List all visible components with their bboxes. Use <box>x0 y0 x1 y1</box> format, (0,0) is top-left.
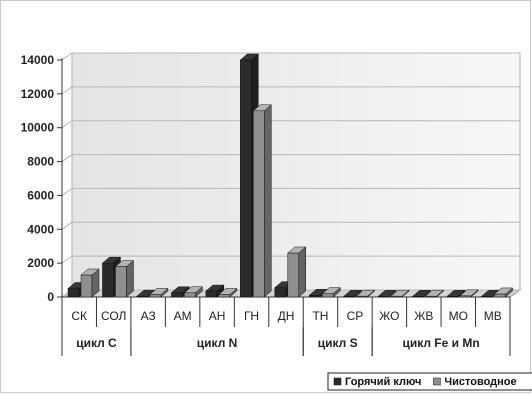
x-category-label: МВ <box>484 309 502 323</box>
gridline-depth <box>61 188 73 196</box>
legend-frame <box>327 372 532 391</box>
x-category-label: АМ <box>174 309 192 323</box>
bar-front <box>67 288 80 298</box>
y-tick-label: 8000 <box>27 155 54 169</box>
bar-Чистоводное <box>356 289 376 298</box>
legend-swatch <box>333 377 342 386</box>
bar-top <box>343 290 363 297</box>
x-category-label: МО <box>449 309 468 323</box>
bar-side <box>126 259 134 298</box>
legend: Горячий ключ Чистоводное <box>327 372 532 391</box>
x-category-label: ЖО <box>379 309 399 323</box>
bar-top <box>170 286 191 294</box>
bar-top <box>446 290 466 297</box>
gridline-depth <box>61 86 73 95</box>
bar-top <box>356 289 376 297</box>
bar-front <box>321 293 334 298</box>
bar-top <box>218 288 238 295</box>
bar-top <box>205 284 225 292</box>
x-category-label: ТН <box>312 309 328 323</box>
bar-top <box>149 288 169 295</box>
bar-Чистоводное <box>183 286 204 298</box>
gridline-depth <box>61 255 73 264</box>
bar-front <box>274 287 287 298</box>
x-group-label: цикл N <box>197 336 238 350</box>
y-tick-label: 10000 <box>21 121 55 135</box>
bar-front <box>149 294 162 298</box>
x-category-label: СК <box>71 309 87 323</box>
bar-top <box>424 289 445 297</box>
bar-top <box>493 287 514 295</box>
y-tick-label: 6000 <box>27 188 54 202</box>
bar-Чистоводное <box>424 289 445 298</box>
x-category-label: СОЛ <box>101 309 126 323</box>
y-tick-label: 4000 <box>27 222 54 236</box>
bar-Чистоводное <box>493 287 514 298</box>
bar-top <box>459 289 479 297</box>
legend-swatch <box>433 377 441 386</box>
bar-top <box>101 256 122 264</box>
bar-front <box>287 252 300 298</box>
y-tick-label: 12000 <box>21 87 55 101</box>
bars <box>67 53 514 298</box>
x-category-label: СР <box>347 309 364 323</box>
bar-Горячий ключ <box>343 289 363 298</box>
bar-Чистоводное <box>390 289 410 298</box>
bar-front <box>218 294 231 298</box>
bar-Чистоводное <box>218 287 238 298</box>
axis-labels: 0 2000 4000 6000 8000 10000 12000 14000 СК СОЛ АЗ А… <box>21 53 502 350</box>
legend-label: Горячий ключ <box>345 376 421 388</box>
bar-Чистоводное <box>149 287 169 298</box>
x-category-label: ЖВ <box>414 309 433 323</box>
bar-Чистоводное <box>252 104 272 298</box>
x-group-label: цикл Fe и Mn <box>402 336 479 350</box>
gridline-depth <box>61 221 73 230</box>
x-group-label: цикл S <box>318 336 358 350</box>
bar-side <box>264 104 272 298</box>
bar-top <box>287 246 307 254</box>
y-tick-label: 2000 <box>27 256 54 270</box>
bar-front <box>205 290 218 298</box>
gridline-depth <box>61 154 73 162</box>
bar-Чистоводное <box>80 268 100 298</box>
x-category-label: ДН <box>278 309 295 323</box>
bar-front <box>240 59 252 298</box>
x-category-label: АН <box>209 309 226 323</box>
legend-box: Горячий ключ Чистоводное <box>327 372 532 391</box>
bar-top <box>183 286 204 294</box>
gridline-depth <box>61 120 73 129</box>
bar-front <box>102 262 114 298</box>
bar-top <box>239 53 259 61</box>
bar-Горячий ключ <box>446 289 466 298</box>
gridline-depth <box>61 52 73 61</box>
bar-front <box>171 292 183 298</box>
bar-top <box>252 104 272 112</box>
bar-front <box>115 266 127 298</box>
bar-Чистоводное <box>321 287 341 298</box>
bar-Чистоводное <box>287 246 307 298</box>
bar-front <box>184 292 196 298</box>
bar-front <box>308 295 321 298</box>
bar-top <box>390 289 410 297</box>
bar-top <box>321 287 341 294</box>
bar-top <box>80 268 100 276</box>
y-tick-label: 0 <box>47 290 54 304</box>
bar-Горячий ключ <box>377 289 397 298</box>
bar-Чистоводное <box>459 289 479 298</box>
bar-front <box>80 274 93 298</box>
bar-top <box>114 260 135 267</box>
bar-Чистоводное <box>114 259 135 298</box>
bar-side <box>298 246 307 298</box>
legend-label: Чистоводное <box>444 376 516 388</box>
x-category-label: ГН <box>244 309 259 323</box>
bar-front <box>253 110 265 298</box>
x-category-label: АЗ <box>141 309 156 323</box>
x-group-label: цикл С <box>76 336 117 350</box>
bar-top <box>411 290 432 297</box>
bar-Горячий ключ <box>411 289 432 298</box>
y-tick-label: 14000 <box>21 53 55 67</box>
bar-front <box>494 293 506 298</box>
bar-top <box>377 290 397 297</box>
